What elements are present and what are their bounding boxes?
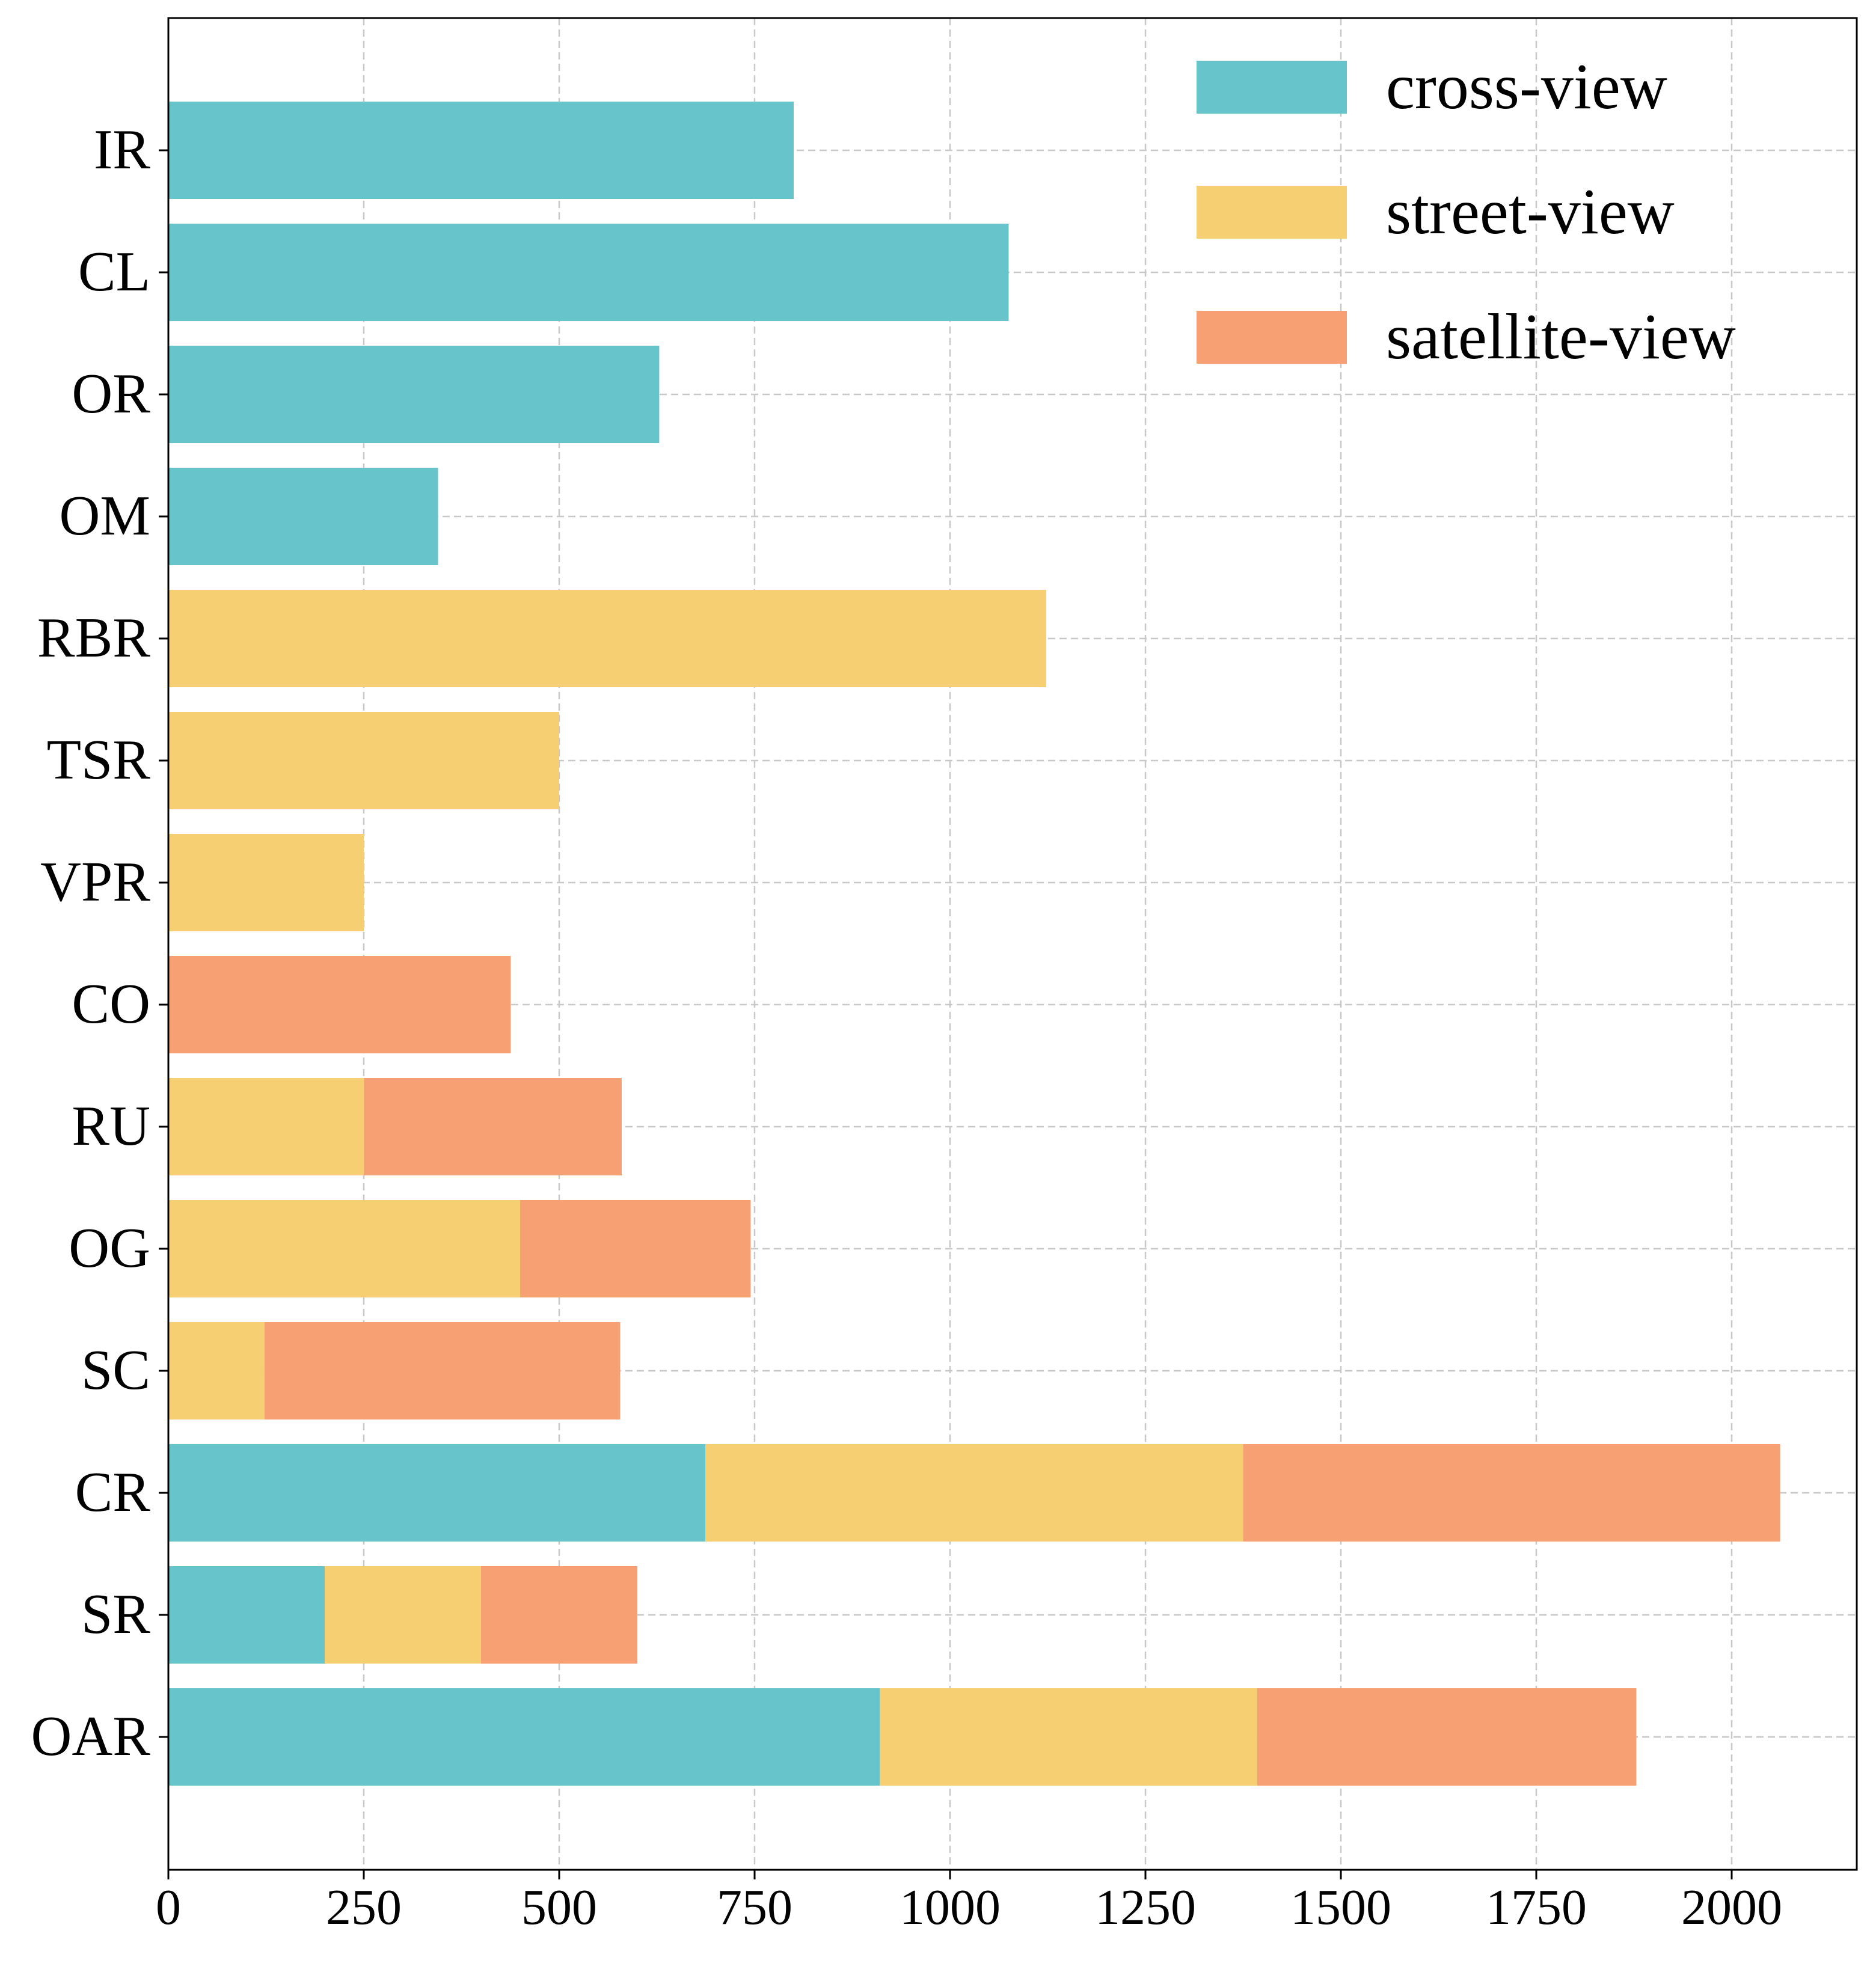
bar-segment — [168, 1200, 520, 1297]
bar-segment — [168, 346, 660, 443]
bar-segment — [168, 1322, 265, 1419]
y-tick-label: RBR — [37, 607, 150, 669]
bar-segment — [705, 1444, 1243, 1542]
bars — [168, 102, 1780, 1786]
legend-label: street-view — [1386, 176, 1675, 248]
legend-label: cross-view — [1386, 51, 1667, 123]
bar-segment — [168, 834, 364, 931]
y-tick-label: SR — [81, 1583, 150, 1646]
legend-swatch — [1197, 311, 1347, 364]
legend-swatch — [1197, 186, 1347, 239]
x-tick-label: 1250 — [1095, 1879, 1196, 1935]
y-tick-label: IR — [94, 118, 150, 181]
y-tick-label: TSR — [47, 729, 151, 791]
bar-segment — [168, 102, 794, 199]
x-tick-label: 750 — [717, 1879, 792, 1935]
y-axis-ticks: IR CL OR OM RBR TSR VPR CO RU OG SC CR SR OAR — [31, 118, 168, 1768]
bar-segment — [520, 1200, 751, 1297]
y-tick-label: VPR — [40, 851, 150, 913]
plot-frame — [167, 17, 1858, 1871]
y-tick-label: CL — [78, 240, 150, 303]
bar-segment — [168, 712, 559, 809]
bar-segment — [880, 1688, 1257, 1786]
legend-swatch — [1197, 61, 1347, 114]
bar-segment — [325, 1566, 481, 1664]
bar-segment — [168, 590, 1046, 687]
bar-segment — [168, 1566, 325, 1664]
y-tick-label: OR — [72, 363, 150, 425]
y-tick-label: CR — [75, 1461, 151, 1523]
x-tick-label: 1000 — [900, 1879, 1001, 1935]
bar-segment — [168, 468, 438, 565]
bar-segment — [1243, 1444, 1780, 1542]
x-tick-label: 2000 — [1681, 1879, 1782, 1935]
bar-segment — [168, 956, 511, 1053]
bar-segment — [168, 1078, 364, 1175]
bar-segment — [168, 1688, 880, 1786]
bar-segment — [168, 1444, 706, 1542]
y-tick-label: SC — [81, 1339, 150, 1401]
legend: cross-view street-view satellite-view — [1197, 51, 1736, 373]
y-tick-label: OM — [60, 485, 150, 547]
x-tick-label: 1500 — [1290, 1879, 1391, 1935]
legend-label: satellite-view — [1386, 301, 1736, 373]
bar-segment — [264, 1322, 621, 1419]
x-axis-ticks: 0 250 500 750 1000 1250 1500 1750 2000 — [156, 1870, 1782, 1935]
bar-segment — [364, 1078, 622, 1175]
x-tick-label: 0 — [156, 1879, 181, 1935]
x-tick-label: 1750 — [1486, 1879, 1587, 1935]
y-tick-label: OAR — [31, 1705, 151, 1768]
bar-segment — [168, 224, 1009, 321]
x-tick-label: 250 — [326, 1879, 402, 1935]
bar-segment — [1257, 1688, 1637, 1786]
y-tick-label: OG — [69, 1217, 150, 1279]
bar-segment — [481, 1566, 637, 1664]
x-tick-label: 500 — [521, 1879, 597, 1935]
y-tick-label: RU — [72, 1095, 150, 1157]
y-tick-label: CO — [72, 973, 150, 1035]
